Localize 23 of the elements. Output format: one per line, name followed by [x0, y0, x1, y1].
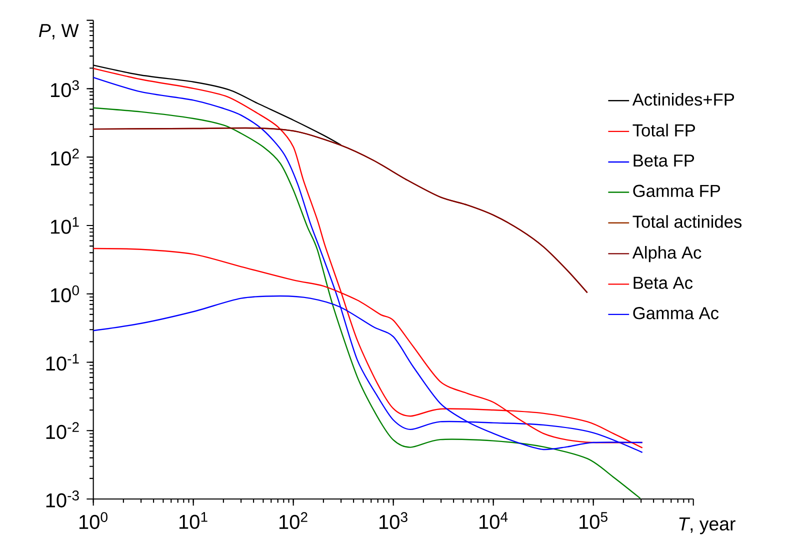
y-tick-label: 10$^{-1}$	[46, 354, 79, 371]
legend-label: Actinides+FP	[632, 92, 734, 106]
y-tick-label: 10$^{-2}$	[46, 422, 79, 440]
legend-label: Gamma Ac	[633, 307, 719, 320]
y-tick-label: 10$^{1}$	[51, 217, 79, 234]
y-tick-label: 10$^{-3}$	[46, 490, 79, 508]
x-tick-label: 10$^{0}$	[80, 512, 108, 530]
legend-label: Alpha Ac	[632, 246, 702, 262]
x-tick-label: 10$^{1}$	[180, 512, 208, 529]
y-tick-label: 10$^{3}$	[51, 80, 79, 98]
y-axis-title: P, W	[38, 24, 79, 40]
x-tick-label: 10$^{5}$	[580, 512, 608, 529]
y-tick-label: 10$^{0}$	[51, 285, 79, 302]
x-tick-label: 10$^{2}$	[280, 512, 308, 530]
legend-label: Beta Ac	[634, 276, 693, 289]
y-tick-label: 10$^{2}$	[51, 148, 79, 166]
legend-label: Total actinides	[632, 215, 742, 228]
x-axis-title: T, year	[679, 517, 736, 534]
x-tick-label: 10$^{4}$	[480, 512, 508, 529]
legend-label: Gamma FP	[633, 184, 720, 198]
x-tick-label: 10$^{3}$	[380, 512, 408, 530]
legend-label: Total FP	[632, 124, 695, 136]
legend-label: Beta FP	[634, 154, 694, 167]
